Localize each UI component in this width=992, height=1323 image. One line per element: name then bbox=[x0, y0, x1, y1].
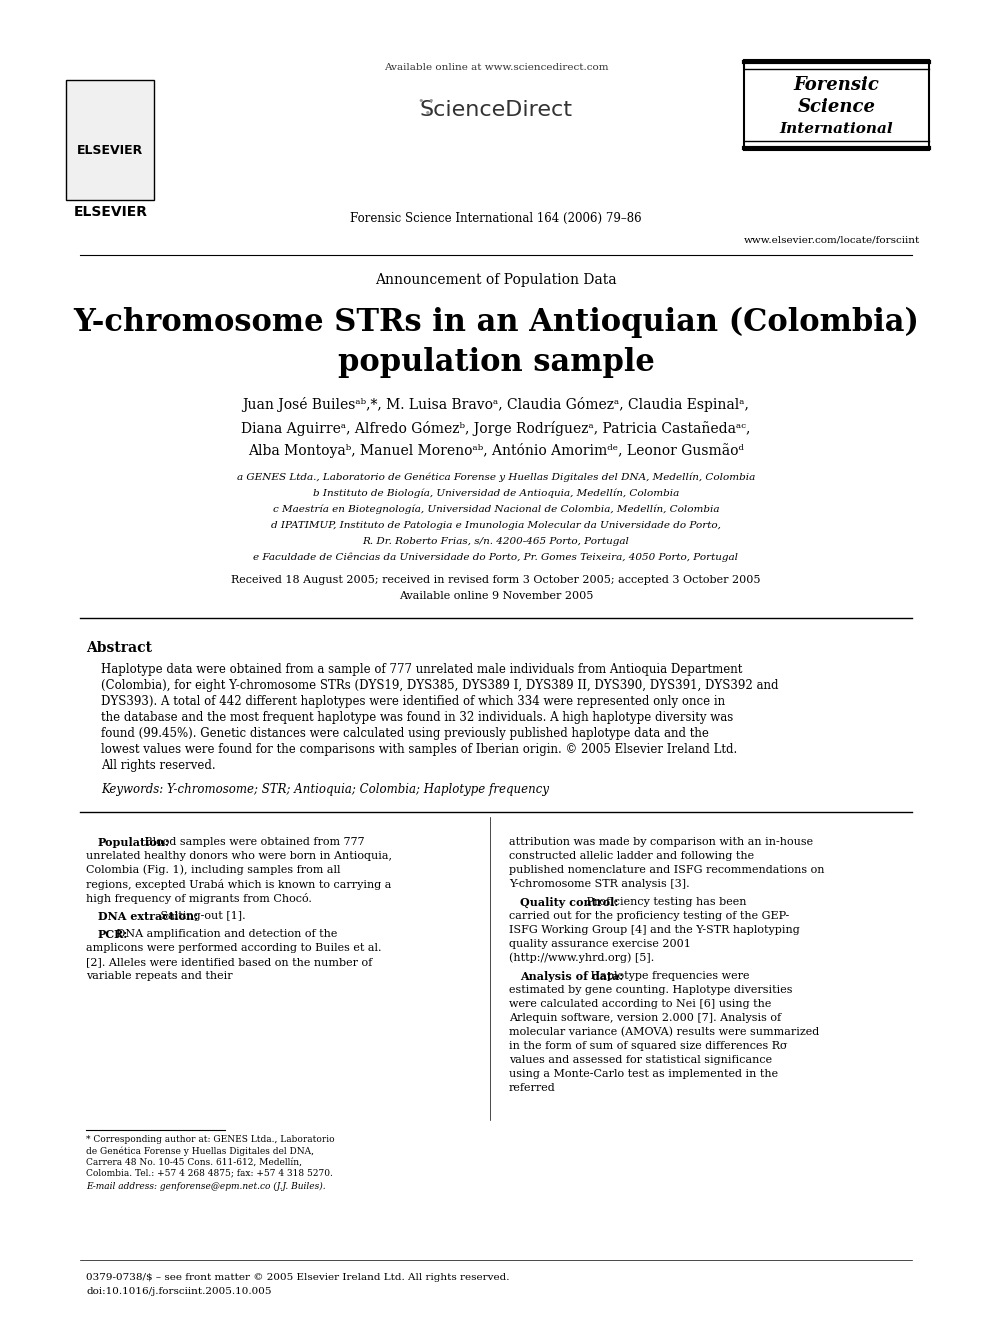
Text: Colombia. Tel.: +57 4 268 4875; fax: +57 4 318 5270.: Colombia. Tel.: +57 4 268 4875; fax: +57… bbox=[86, 1168, 333, 1177]
Text: e Faculdade de Ciências da Universidade do Porto, Pr. Gomes Teixeira, 4050 Porto: e Faculdade de Ciências da Universidade … bbox=[254, 552, 738, 562]
Text: high frequency of migrants from Chocó.: high frequency of migrants from Chocó. bbox=[86, 893, 312, 904]
Text: Y-chromosome STR analysis [3].: Y-chromosome STR analysis [3]. bbox=[509, 878, 689, 889]
Text: Forensic: Forensic bbox=[794, 75, 879, 94]
Text: Announcement of Population Data: Announcement of Population Data bbox=[375, 273, 617, 287]
Text: Quality control:: Quality control: bbox=[520, 897, 618, 908]
Text: quality assurance exercise 2001: quality assurance exercise 2001 bbox=[509, 939, 690, 949]
Text: All rights reserved.: All rights reserved. bbox=[101, 759, 216, 773]
Text: Available online at www.sciencedirect.com: Available online at www.sciencedirect.co… bbox=[384, 64, 608, 73]
Text: unrelated healthy donors who were born in Antioquia,: unrelated healthy donors who were born i… bbox=[86, 851, 393, 861]
Text: DYS393). A total of 442 different haplotypes were identified of which 334 were r: DYS393). A total of 442 different haplot… bbox=[101, 696, 725, 709]
Text: attribution was made by comparison with an in-house: attribution was made by comparison with … bbox=[509, 837, 813, 847]
Text: the database and the most frequent haplotype was found in 32 individuals. A high: the database and the most frequent haplo… bbox=[101, 712, 733, 725]
Text: estimated by gene counting. Haplotype diversities: estimated by gene counting. Haplotype di… bbox=[509, 986, 793, 995]
Text: Haplotype data were obtained from a sample of 777 unrelated male individuals fro: Haplotype data were obtained from a samp… bbox=[101, 664, 743, 676]
Text: c Maestría en Biotegnología, Universidad Nacional de Colombia, Medellín, Colombi: c Maestría en Biotegnología, Universidad… bbox=[273, 504, 719, 513]
Text: Available online 9 November 2005: Available online 9 November 2005 bbox=[399, 591, 593, 601]
Text: Colombia (Fig. 1), including samples from all: Colombia (Fig. 1), including samples fro… bbox=[86, 865, 341, 876]
Text: Y-chromosome STRs in an Antioquian (Colombia): Y-chromosome STRs in an Antioquian (Colo… bbox=[73, 307, 919, 337]
Text: doi:10.1016/j.forsciint.2005.10.005: doi:10.1016/j.forsciint.2005.10.005 bbox=[86, 1287, 272, 1297]
Text: were calculated according to Nei [6] using the: were calculated according to Nei [6] usi… bbox=[509, 999, 772, 1009]
Text: Keywords: Y-chromosome; STR; Antioquia; Colombia; Haplotype frequency: Keywords: Y-chromosome; STR; Antioquia; … bbox=[101, 783, 550, 796]
Text: molecular variance (AMOVA) results were summarized: molecular variance (AMOVA) results were … bbox=[509, 1027, 819, 1037]
Text: Salting-out [1].: Salting-out [1]. bbox=[157, 912, 246, 921]
Text: Proficiency testing has been: Proficiency testing has been bbox=[583, 897, 747, 908]
Text: values and assessed for statistical significance: values and assessed for statistical sign… bbox=[509, 1054, 772, 1065]
Text: Population:: Population: bbox=[97, 836, 170, 848]
Text: Carrera 48 No. 10-45 Cons. 611-612, Medellín,: Carrera 48 No. 10-45 Cons. 611-612, Mede… bbox=[86, 1158, 303, 1167]
Text: DNA extraction:: DNA extraction: bbox=[97, 910, 197, 922]
Text: carried out for the proficiency testing of the GEP-: carried out for the proficiency testing … bbox=[509, 912, 790, 921]
Text: amplicons were performed according to Builes et al.: amplicons were performed according to Bu… bbox=[86, 943, 382, 953]
Text: b Instituto de Biología, Universidad de Antioquia, Medellín, Colombia: b Instituto de Biología, Universidad de … bbox=[312, 488, 680, 497]
Text: in the form of sum of squared size differences Rσ: in the form of sum of squared size diffe… bbox=[509, 1041, 788, 1050]
Text: de Genética Forense y Huellas Digitales del DNA,: de Genética Forense y Huellas Digitales … bbox=[86, 1146, 314, 1156]
Text: (http://www.yhrd.org) [5].: (http://www.yhrd.org) [5]. bbox=[509, 953, 654, 963]
Text: population sample: population sample bbox=[337, 347, 655, 377]
Text: Arlequin software, version 2.000 [7]. Analysis of: Arlequin software, version 2.000 [7]. An… bbox=[509, 1013, 781, 1023]
Text: constructed allelic ladder and following the: constructed allelic ladder and following… bbox=[509, 851, 754, 861]
FancyBboxPatch shape bbox=[66, 79, 154, 200]
Text: Haplotype frequencies were: Haplotype frequencies were bbox=[587, 971, 750, 980]
Text: Abstract: Abstract bbox=[86, 642, 153, 655]
Text: ELSEVIER: ELSEVIER bbox=[73, 205, 148, 220]
Text: 0379-0738/$ – see front matter © 2005 Elsevier Ireland Ltd. All rights reserved.: 0379-0738/$ – see front matter © 2005 El… bbox=[86, 1274, 510, 1282]
Text: found (99.45%). Genetic distances were calculated using previously published hap: found (99.45%). Genetic distances were c… bbox=[101, 728, 709, 741]
Text: Alba Montoyaᵇ, Manuel Morenoᵃᵇ, António Amorimᵈᵉ, Leonor Gusmãoᵈ: Alba Montoyaᵇ, Manuel Morenoᵃᵇ, António … bbox=[248, 443, 744, 459]
Text: ELSEVIER: ELSEVIER bbox=[77, 143, 144, 156]
Text: Received 18 August 2005; received in revised form 3 October 2005; accepted 3 Oct: Received 18 August 2005; received in rev… bbox=[231, 576, 761, 585]
Text: www.elsevier.com/locate/forsciint: www.elsevier.com/locate/forsciint bbox=[744, 235, 920, 245]
Text: variable repeats and their: variable repeats and their bbox=[86, 971, 233, 980]
Text: E-mail address: genforense@epm.net.co (J.J. Builes).: E-mail address: genforense@epm.net.co (J… bbox=[86, 1181, 326, 1191]
FancyBboxPatch shape bbox=[744, 60, 929, 149]
Text: R. Dr. Roberto Frias, s/n. 4200-465 Porto, Portugal: R. Dr. Roberto Frias, s/n. 4200-465 Port… bbox=[362, 537, 630, 545]
Text: d IPATIMUP, Instituto de Patologia e Imunologia Molecular da Universidade do Por: d IPATIMUP, Instituto de Patologia e Imu… bbox=[271, 520, 721, 529]
Text: * Corresponding author at: GENES Ltda., Laboratorio: * Corresponding author at: GENES Ltda., … bbox=[86, 1135, 335, 1144]
Text: Analysis of data:: Analysis of data: bbox=[520, 971, 623, 982]
Text: ScienceDirect: ScienceDirect bbox=[420, 101, 572, 120]
Text: [2]. Alleles were identified based on the number of: [2]. Alleles were identified based on th… bbox=[86, 957, 373, 967]
Text: Forensic Science International 164 (2006) 79–86: Forensic Science International 164 (2006… bbox=[350, 212, 642, 225]
Text: PCR:: PCR: bbox=[97, 929, 128, 939]
Text: International: International bbox=[780, 122, 893, 136]
Text: DNA amplification and detection of the: DNA amplification and detection of the bbox=[113, 929, 338, 939]
Text: ISFG Working Group [4] and the Y-STR haplotyping: ISFG Working Group [4] and the Y-STR hap… bbox=[509, 925, 800, 935]
Text: Juan José Builesᵃᵇ,*, M. Luisa Bravoᵃ, Claudia Gómezᵃ, Claudia Espinalᵃ,: Juan José Builesᵃᵇ,*, M. Luisa Bravoᵃ, C… bbox=[243, 397, 749, 413]
Text: • •
 •: • • • bbox=[418, 97, 434, 118]
Text: Diana Aguirreᵃ, Alfredo Gómezᵇ, Jorge Rodríguezᵃ, Patricia Castañedaᵃᶜ,: Diana Aguirreᵃ, Alfredo Gómezᵇ, Jorge Ro… bbox=[241, 421, 751, 435]
Text: regions, excepted Urabá which is known to carrying a: regions, excepted Urabá which is known t… bbox=[86, 878, 392, 889]
Text: (Colombia), for eight Y-chromosome STRs (DYS19, DYS385, DYS389 I, DYS389 II, DYS: (Colombia), for eight Y-chromosome STRs … bbox=[101, 680, 779, 692]
Text: lowest values were found for the comparisons with samples of Iberian origin. © 2: lowest values were found for the compari… bbox=[101, 744, 737, 757]
Text: Blood samples were obtained from 777: Blood samples were obtained from 777 bbox=[141, 837, 365, 847]
Text: using a Monte-Carlo test as implemented in the: using a Monte-Carlo test as implemented … bbox=[509, 1069, 778, 1080]
Text: a GENES Ltda., Laboratorio de Genética Forense y Huellas Digitales del DNA, Mede: a GENES Ltda., Laboratorio de Genética F… bbox=[237, 472, 755, 482]
Text: Science: Science bbox=[798, 98, 875, 116]
Text: published nomenclature and ISFG recommendations on: published nomenclature and ISFG recommen… bbox=[509, 865, 824, 875]
Text: referred: referred bbox=[509, 1084, 556, 1093]
